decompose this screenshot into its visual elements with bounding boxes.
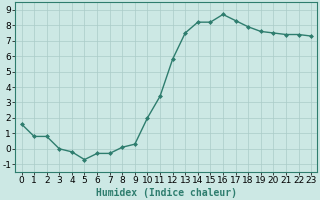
X-axis label: Humidex (Indice chaleur): Humidex (Indice chaleur) (96, 188, 237, 198)
